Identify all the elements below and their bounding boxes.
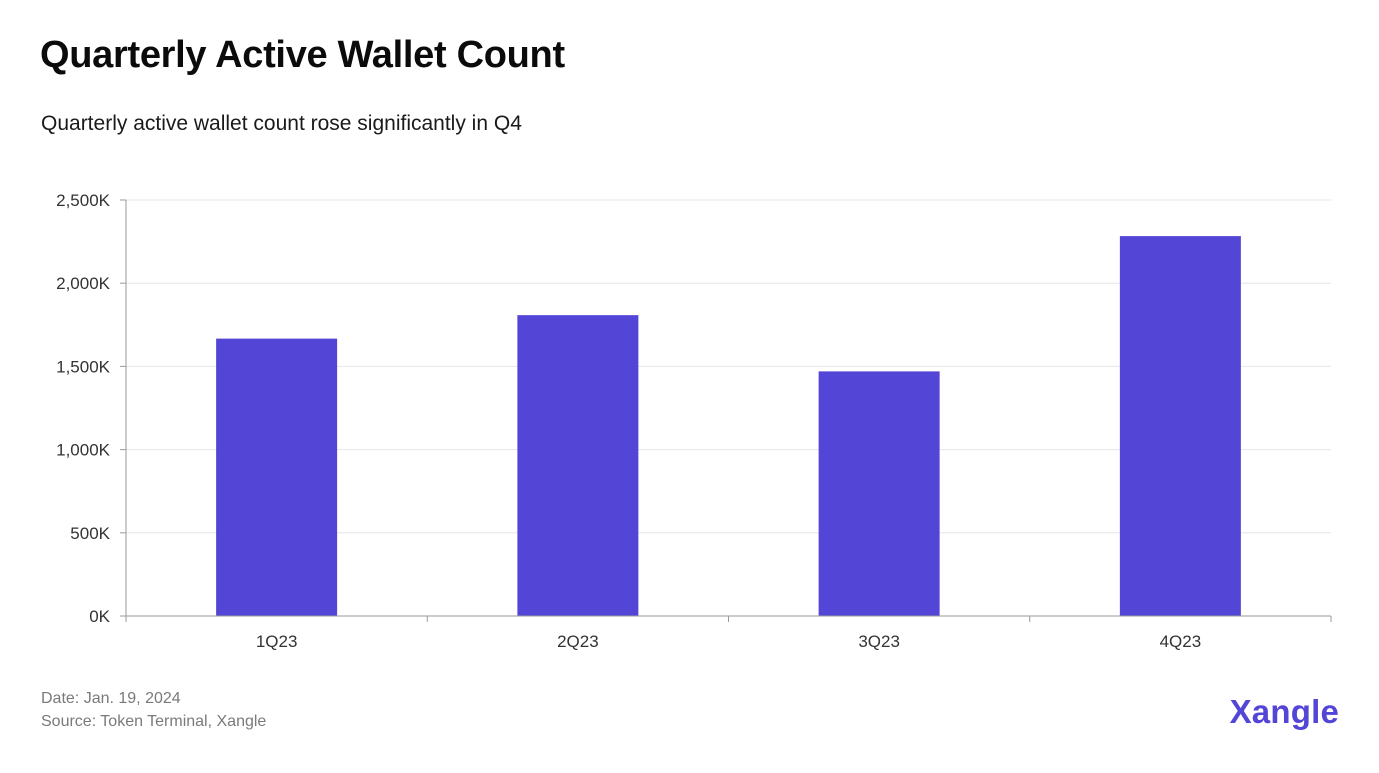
bar-1q23 xyxy=(216,338,338,616)
x-tick-label: 3Q23 xyxy=(858,632,900,651)
x-tick-label: 4Q23 xyxy=(1160,632,1202,651)
x-tick-label: 2Q23 xyxy=(557,632,599,651)
footer-date: Date: Jan. 19, 2024 xyxy=(41,690,181,707)
footer-source: Source: Token Terminal, Xangle xyxy=(41,713,267,730)
y-tick-label: 0K xyxy=(89,607,110,626)
chart-title: Quarterly Active Wallet Count xyxy=(40,34,565,76)
x-tick-label: 1Q23 xyxy=(256,632,298,651)
y-tick-label: 2,500K xyxy=(56,191,111,210)
bar-4q23 xyxy=(1119,236,1241,616)
y-tick-label: 1,000K xyxy=(56,441,111,460)
y-tick-label: 500K xyxy=(70,524,110,543)
xangle-logo: Xangle xyxy=(1229,693,1339,730)
y-tick-label: 1,500K xyxy=(56,357,111,376)
bar-2q23 xyxy=(517,315,639,616)
chart-subtitle: Quarterly active wallet count rose signi… xyxy=(41,112,522,135)
y-tick-label: 2,000K xyxy=(56,274,111,293)
bar-3q23 xyxy=(818,371,940,616)
